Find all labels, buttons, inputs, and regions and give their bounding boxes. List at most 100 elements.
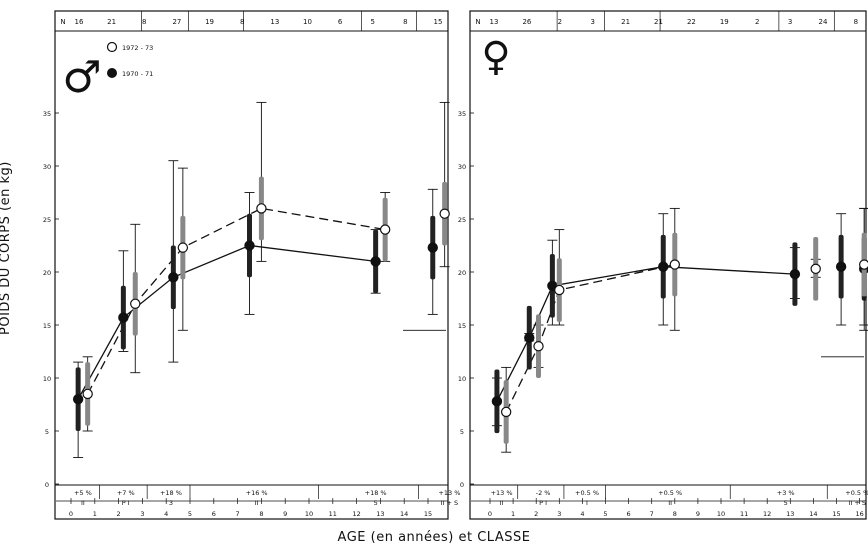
x-tick-label: 9 bbox=[696, 510, 700, 518]
data-point bbox=[130, 298, 141, 309]
panel-frame bbox=[54, 10, 449, 520]
data-point bbox=[370, 256, 381, 267]
x-tick-label: 0 bbox=[69, 510, 73, 518]
data-point bbox=[859, 259, 868, 270]
x-tick-label: 12 bbox=[763, 510, 771, 518]
y-tick-label: 10 bbox=[458, 375, 466, 383]
x-tick-label: 14 bbox=[809, 510, 817, 518]
x-tick-label: 10 bbox=[305, 510, 313, 518]
class-label: +7 % bbox=[117, 489, 135, 497]
data-point bbox=[177, 242, 189, 253]
class-label: +3 % bbox=[777, 489, 795, 497]
y-tick-label: 25 bbox=[458, 216, 466, 224]
class-sublabel: P I bbox=[122, 499, 130, 507]
data-point bbox=[379, 224, 391, 235]
class-sublabel: II + S bbox=[849, 499, 867, 507]
y-tick-label: 15 bbox=[458, 322, 466, 330]
class-sublabel: II bbox=[81, 499, 85, 507]
x-tick-label: 9 bbox=[283, 510, 287, 518]
data-point bbox=[491, 396, 503, 407]
data-point bbox=[256, 203, 267, 214]
y-tick-label: 30 bbox=[43, 163, 51, 171]
sex-symbol: ♀ bbox=[481, 34, 510, 80]
y-tick-label: 15 bbox=[43, 322, 51, 330]
legend-filled-marker bbox=[107, 68, 117, 78]
x-tick-label: 7 bbox=[236, 510, 240, 518]
y-tick-label: 5 bbox=[45, 428, 49, 436]
y-tick-label: 30 bbox=[458, 163, 466, 171]
class-label: +0.5 % bbox=[658, 489, 682, 497]
y-tick-label: 35 bbox=[458, 110, 466, 118]
n-header-value: 13 bbox=[490, 18, 499, 26]
x-tick-label: 8 bbox=[673, 510, 677, 518]
legend: 1972 - 73 1970 - 71 bbox=[106, 41, 153, 78]
class-sublabel: I bbox=[586, 499, 588, 507]
x-tick-label: 5 bbox=[188, 510, 192, 518]
x-axis-label: AGE (en années) et CLASSE bbox=[337, 530, 531, 545]
class-label: +5 % bbox=[74, 489, 92, 497]
x-tick-label: 3 bbox=[557, 510, 561, 518]
legend-label: 1970 - 71 bbox=[122, 70, 153, 78]
class-label: +13 % bbox=[438, 489, 460, 497]
data-point bbox=[244, 240, 255, 251]
data-point bbox=[500, 406, 512, 418]
x-tick-label: 4 bbox=[164, 510, 168, 518]
x-tick-label: 0 bbox=[488, 510, 492, 518]
n-header-value: 8 bbox=[142, 18, 146, 26]
data-point bbox=[669, 259, 681, 270]
x-tick-label: 5 bbox=[603, 510, 607, 518]
data-point bbox=[810, 263, 821, 275]
y-tick-label: 10 bbox=[43, 375, 51, 383]
y-tick-label: 20 bbox=[43, 269, 51, 277]
x-tick-label: 6 bbox=[212, 510, 216, 518]
legend-open-marker bbox=[106, 41, 118, 53]
n-header-value: 13 bbox=[270, 18, 279, 26]
y-tick-label: 20 bbox=[458, 269, 466, 277]
x-tick-label: 4 bbox=[580, 510, 584, 518]
n-header-value: 2 bbox=[755, 18, 759, 26]
x-tick-label: 1 bbox=[93, 510, 97, 518]
class-label: +18 % bbox=[365, 489, 387, 497]
class-sublabel: II bbox=[668, 499, 672, 507]
n-header-value: 15 bbox=[434, 18, 443, 26]
n-header-value: 21 bbox=[107, 18, 116, 26]
n-header-value: 3 bbox=[590, 18, 594, 26]
n-header-value: 26 bbox=[522, 18, 531, 26]
n-header-value: 27 bbox=[172, 18, 181, 26]
x-tick-label: 1 bbox=[511, 510, 515, 518]
x-tick-label: 16 bbox=[855, 510, 863, 518]
class-label: +13 % bbox=[491, 489, 513, 497]
y-axis-label: POIDS DU CORPS (en kg) bbox=[0, 161, 13, 335]
class-label: -2 % bbox=[536, 489, 551, 497]
data-point bbox=[82, 388, 93, 400]
x-tick-label: 14 bbox=[400, 510, 408, 518]
n-header-symbol: N bbox=[475, 18, 480, 26]
x-tick-label: 15 bbox=[832, 510, 840, 518]
y-tick-label: 5 bbox=[460, 428, 464, 436]
x-tick-label: 13 bbox=[376, 510, 384, 518]
class-sublabel: II bbox=[500, 499, 504, 507]
data-point bbox=[524, 332, 535, 343]
data-point bbox=[658, 261, 669, 272]
class-sublabel: 5 bbox=[374, 499, 378, 507]
class-label: +16 % bbox=[246, 489, 268, 497]
x-tick-label: 7 bbox=[650, 510, 654, 518]
class-sublabel: 3 bbox=[169, 499, 173, 507]
data-point bbox=[427, 242, 438, 253]
series-line bbox=[496, 266, 795, 402]
n-header-value: 16 bbox=[75, 18, 84, 26]
class-sublabel: 5 bbox=[784, 499, 788, 507]
x-tick-label: 12 bbox=[352, 510, 360, 518]
x-tick-label: 3 bbox=[140, 510, 144, 518]
y-tick-label: 35 bbox=[43, 110, 51, 118]
data-point bbox=[835, 261, 847, 272]
x-tick-label: 6 bbox=[627, 510, 631, 518]
x-tick-label: 2 bbox=[534, 510, 538, 518]
x-tick-label: 10 bbox=[717, 510, 725, 518]
class-sublabel: II bbox=[255, 499, 259, 507]
y-tick-label: 0 bbox=[460, 481, 464, 489]
class-label: +18 % bbox=[160, 489, 182, 497]
n-header-value: 21 bbox=[621, 18, 630, 26]
